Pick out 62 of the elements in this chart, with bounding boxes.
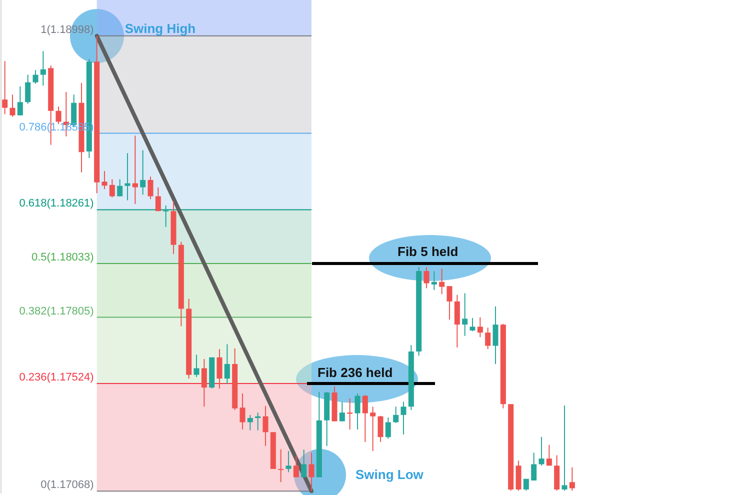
candlestick [17, 86, 23, 116]
candlestick [216, 348, 222, 390]
candlestick [554, 454, 560, 492]
candlestick [439, 268, 445, 295]
candlestick [124, 152, 130, 201]
ref-line-label: 0.5(1.18033) [31, 252, 94, 264]
candlestick [393, 406, 399, 424]
candlestick [301, 449, 307, 478]
candlestick [247, 414, 253, 431]
candlestick [446, 286, 452, 320]
candlestick [485, 327, 491, 350]
ref-line-label: Fib 5 held [398, 244, 458, 260]
candlestick [2, 60, 8, 115]
annotation: Swing High [124, 20, 196, 36]
candlestick [516, 460, 522, 492]
ref-line-label: 0.382(1.17805) [19, 305, 94, 318]
candlestick [10, 94, 16, 118]
candlestick [240, 392, 246, 430]
candlestick [538, 436, 544, 466]
candlestick [354, 392, 360, 430]
ref-line-label: Fib 236 held [318, 364, 393, 380]
candlestick [109, 178, 115, 198]
candlestick [155, 187, 161, 212]
candlestick [286, 450, 292, 473]
candlestick [378, 415, 384, 443]
candlestick [462, 292, 468, 336]
candlestick [362, 394, 368, 443]
candlestick [424, 266, 430, 289]
candlestick [163, 204, 169, 228]
annotation: Swing Low [356, 467, 424, 482]
ref-line-label: 0(1.17068) [40, 479, 94, 492]
candlestick [531, 452, 537, 481]
candlestick [431, 270, 437, 290]
candlestick [470, 317, 476, 332]
ref-line-label: 0.618(1.18261) [19, 198, 94, 210]
candlestick [492, 306, 498, 364]
candlestick [293, 455, 299, 478]
candlestick [194, 354, 200, 378]
candlestick [25, 74, 31, 104]
candlestick [255, 412, 261, 431]
candlestick [370, 406, 376, 452]
candlestick [262, 405, 268, 447]
candlestick [148, 176, 154, 200]
candlestick [477, 316, 483, 338]
candlestick [117, 178, 123, 197]
candlestick [308, 452, 314, 492]
candlestick [339, 401, 345, 422]
candlestick [400, 401, 406, 435]
candlestick [201, 358, 207, 408]
candlestick [278, 448, 284, 483]
candlestick [454, 294, 460, 348]
candlestick [132, 135, 138, 205]
candlestick [140, 150, 146, 196]
candlestick [102, 170, 108, 190]
candlestick [32, 70, 38, 84]
candlestick [562, 404, 568, 492]
candlestick [224, 344, 230, 384]
candlestick [40, 50, 46, 86]
ref-line-label: 0.236(1.17524) [19, 372, 94, 384]
candlestick [385, 417, 391, 440]
candlestick [546, 444, 552, 466]
candlestick [569, 466, 575, 492]
